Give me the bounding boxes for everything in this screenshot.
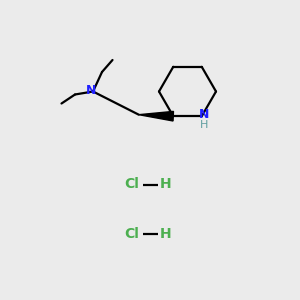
Text: H: H <box>160 227 171 241</box>
Text: Cl: Cl <box>124 227 140 241</box>
Polygon shape <box>139 111 173 121</box>
Text: H: H <box>160 178 171 191</box>
Text: H: H <box>200 120 208 130</box>
Text: N: N <box>85 83 96 97</box>
Text: Cl: Cl <box>124 178 140 191</box>
Text: N: N <box>199 108 209 121</box>
